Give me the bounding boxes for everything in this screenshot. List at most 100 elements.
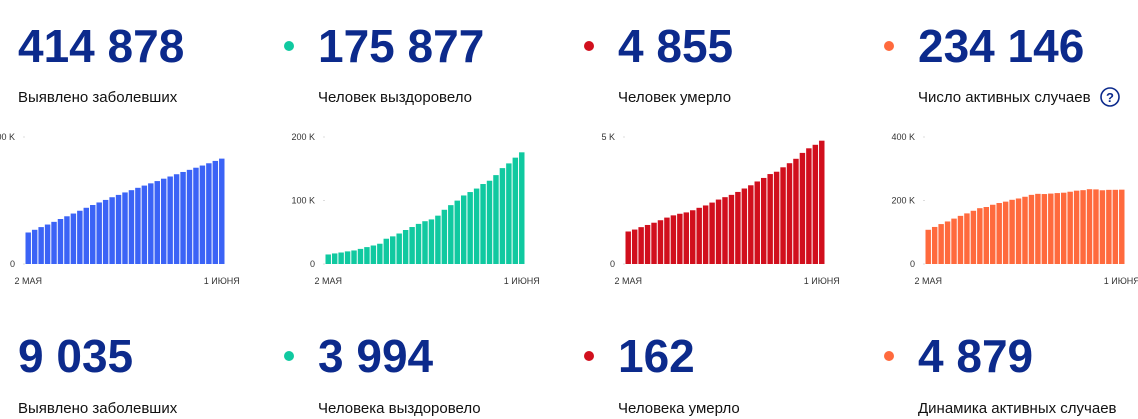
y-tick-label: 0 [610, 259, 615, 269]
status-dot [884, 41, 894, 51]
bar [1067, 191, 1073, 264]
bar [186, 169, 193, 264]
x-tick-label: 1 ИЮНЯ [804, 276, 840, 286]
bar [754, 181, 760, 264]
bar [1022, 196, 1028, 264]
bar [631, 229, 638, 264]
bar [760, 177, 767, 264]
bar [115, 194, 122, 264]
stat-label: Человека умерло [618, 400, 740, 417]
help-icon[interactable]: ? [1100, 87, 1120, 107]
x-tick-label: 1 ИЮНЯ [204, 276, 240, 286]
bar [148, 183, 154, 264]
bar [1041, 194, 1048, 264]
bar [1028, 194, 1035, 264]
stat-value: 175 877 [318, 20, 484, 72]
y-tick-label: 0 [10, 259, 15, 269]
bar [70, 213, 77, 264]
bar [331, 253, 338, 264]
x-tick-label: 1 ИЮНЯ [1104, 276, 1138, 286]
bar [90, 205, 96, 264]
bar [715, 199, 722, 264]
bar [677, 213, 683, 264]
status-dot [584, 41, 594, 51]
stat-label: Выявлено заболевших [18, 89, 178, 106]
bar [722, 197, 728, 264]
bar [167, 176, 173, 264]
bar [390, 236, 396, 264]
bar [364, 247, 370, 264]
bar [638, 227, 644, 264]
stat-value: 162 [618, 330, 695, 382]
bar [160, 178, 167, 264]
bar [957, 215, 964, 264]
bar [702, 205, 709, 264]
bar [25, 232, 31, 264]
x-tick-label: 2 МАЯ [14, 276, 42, 286]
bar [57, 219, 64, 264]
bar [819, 140, 825, 264]
x-tick-label: 1 ИЮНЯ [504, 276, 540, 286]
y-tick-label: 0 [910, 259, 915, 269]
y-tick-label: 5 K [601, 132, 615, 142]
bar [38, 227, 44, 264]
y-tick-label: 400 K [891, 132, 915, 142]
bar [996, 203, 1002, 264]
stat-value: 9 035 [18, 330, 133, 382]
bar [793, 158, 799, 264]
bar [1093, 189, 1099, 264]
bar [141, 185, 148, 264]
bar [1035, 193, 1041, 264]
bar [135, 187, 141, 264]
bar [690, 210, 696, 264]
bar [970, 210, 977, 264]
bar [448, 205, 454, 264]
bar [428, 219, 435, 264]
bar [441, 209, 448, 264]
bar [964, 213, 970, 264]
bar [519, 152, 525, 264]
bar [512, 157, 519, 264]
bar [773, 171, 780, 264]
bar [212, 160, 219, 264]
bar [1099, 190, 1106, 264]
bar [625, 231, 631, 264]
bar [402, 230, 409, 264]
bar [64, 216, 70, 264]
help-circle [1100, 87, 1120, 107]
bar [493, 175, 499, 264]
bar [128, 190, 135, 264]
bar [51, 221, 57, 264]
y-tick-label: 0 [310, 259, 315, 269]
bar [344, 251, 351, 264]
bar [1048, 193, 1054, 264]
bar [748, 185, 754, 264]
bar [1015, 198, 1022, 264]
bar [1119, 189, 1125, 264]
x-tick-label: 2 МАЯ [614, 276, 642, 286]
status-dot [284, 351, 294, 361]
bar [154, 181, 160, 264]
bar [199, 165, 206, 264]
bar [944, 221, 951, 264]
x-tick-label: 2 МАЯ [314, 276, 342, 286]
stat-label: Человека выздоровело [318, 400, 481, 417]
bar [338, 252, 344, 264]
bar [206, 163, 212, 264]
bar [396, 233, 402, 264]
bar [506, 163, 512, 264]
bar [460, 195, 467, 264]
bar [657, 220, 664, 264]
bar [990, 204, 996, 264]
bar [77, 210, 83, 264]
bar [499, 168, 506, 264]
x-tick-label: 2 МАЯ [914, 276, 942, 286]
bar [696, 207, 702, 264]
y-tick-label: 200 K [891, 196, 915, 206]
bar [786, 163, 793, 264]
bar [1073, 190, 1080, 264]
bar [931, 226, 938, 264]
stat-value: 414 878 [18, 20, 184, 72]
bar [651, 222, 657, 264]
